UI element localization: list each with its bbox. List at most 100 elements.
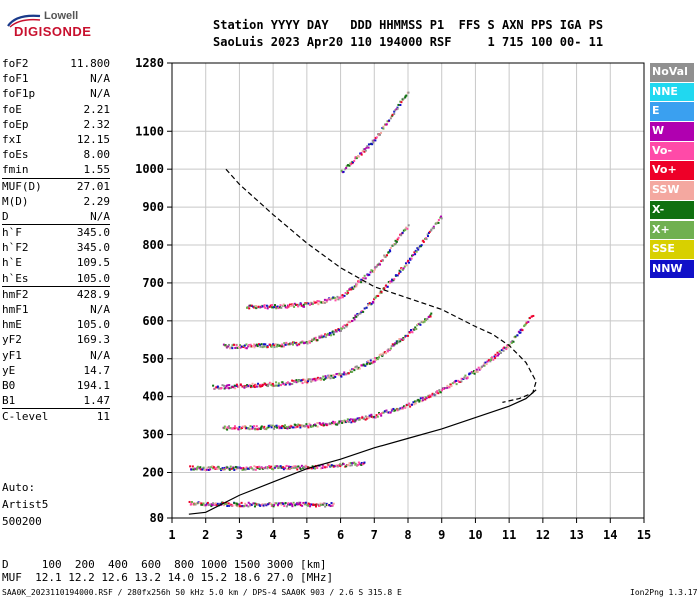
echo-point <box>337 298 340 301</box>
echo-point <box>334 465 337 468</box>
echo-point <box>220 469 223 472</box>
echo-point <box>477 366 480 369</box>
echo-point <box>373 415 376 418</box>
echo-point <box>345 465 348 468</box>
echo-point <box>418 322 421 325</box>
echo-point <box>440 215 443 218</box>
echo-point <box>253 346 256 349</box>
echo-point <box>343 373 346 376</box>
echo-point <box>348 462 351 465</box>
echo-point <box>219 502 222 505</box>
echo-point <box>313 423 316 426</box>
echo-point <box>378 411 381 414</box>
echo-point <box>323 423 326 426</box>
echo-point <box>349 163 352 166</box>
echo-point <box>235 344 238 347</box>
echo-point <box>424 237 427 240</box>
echo-point <box>248 307 251 310</box>
param-key: yE <box>2 363 16 377</box>
echo-point <box>528 316 531 319</box>
echo-point <box>474 370 477 373</box>
echo-point <box>215 386 218 389</box>
echo-point <box>229 503 232 506</box>
echo-point <box>271 384 274 387</box>
echo-point <box>383 351 386 354</box>
legend-item: NNE <box>650 82 694 102</box>
echo-point <box>301 382 304 385</box>
echo-point <box>190 468 193 471</box>
echo-point <box>245 504 248 507</box>
echo-point <box>345 325 348 328</box>
echo-point <box>323 502 326 505</box>
echo-point <box>284 383 287 386</box>
echo-point <box>295 503 298 506</box>
param-key: foF1p <box>2 87 36 101</box>
echo-point <box>247 505 250 508</box>
echo-point <box>410 257 413 260</box>
echo-point <box>425 397 428 400</box>
echo-point <box>279 466 282 469</box>
echo-point <box>402 229 405 232</box>
echo-point <box>280 427 283 430</box>
echo-point <box>460 377 463 380</box>
echo-point <box>254 428 257 431</box>
echo-point <box>519 331 522 334</box>
echo-point <box>271 382 274 385</box>
echo-point <box>334 299 337 302</box>
polarization-legend: NoVal NNE E W Vo- Vo+ SSW X- X+ SSE NNW <box>650 63 694 280</box>
echo-point <box>497 353 500 356</box>
echo-point <box>420 320 423 323</box>
echo-point <box>249 425 252 428</box>
echo-point <box>249 503 252 506</box>
echo-point <box>209 468 212 471</box>
echo-point <box>354 157 357 160</box>
echo-point <box>300 304 303 307</box>
echo-point <box>360 417 363 420</box>
echo-point <box>301 504 304 507</box>
echo-point <box>325 504 328 507</box>
echo-point <box>254 344 257 347</box>
echo-point <box>276 465 279 468</box>
echo-point <box>259 385 262 388</box>
echo-point <box>455 379 458 382</box>
echo-point <box>251 425 254 428</box>
echo-point <box>235 466 238 469</box>
echo-point <box>277 382 280 385</box>
echo-point <box>236 503 239 506</box>
echo-point <box>354 462 357 465</box>
echo-point <box>432 225 435 228</box>
echo-point <box>325 300 328 303</box>
echo-point <box>260 426 263 429</box>
echo-point <box>263 382 266 385</box>
echo-point <box>230 467 233 470</box>
echo-point <box>269 466 272 469</box>
echo-point <box>319 503 322 506</box>
echo-point <box>333 297 336 300</box>
echo-point <box>349 287 352 290</box>
echo-point <box>363 277 366 280</box>
echo-point <box>326 503 329 506</box>
echo-point <box>316 300 319 303</box>
echo-point <box>228 343 231 346</box>
echo-point <box>428 315 431 318</box>
echo-point <box>373 297 376 300</box>
echo-point <box>373 360 376 363</box>
echo-point <box>292 426 295 429</box>
echo-point <box>282 468 285 471</box>
echo-point <box>239 344 242 347</box>
echo-point <box>357 463 360 466</box>
echo-point <box>301 341 304 344</box>
echo-point <box>403 405 406 408</box>
echo-point <box>249 504 252 507</box>
echo-point <box>308 422 311 425</box>
echo-point <box>259 345 262 348</box>
echo-point <box>328 334 331 337</box>
echo-point <box>231 347 234 350</box>
echo-point <box>275 306 278 309</box>
echo-point <box>385 352 388 355</box>
echo-point <box>324 466 327 469</box>
echo-point <box>304 501 307 504</box>
echo-point <box>235 468 238 471</box>
echo-point <box>354 419 357 422</box>
echo-point <box>233 468 236 471</box>
